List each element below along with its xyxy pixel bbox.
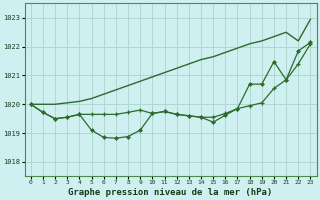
X-axis label: Graphe pression niveau de la mer (hPa): Graphe pression niveau de la mer (hPa)	[68, 188, 273, 197]
